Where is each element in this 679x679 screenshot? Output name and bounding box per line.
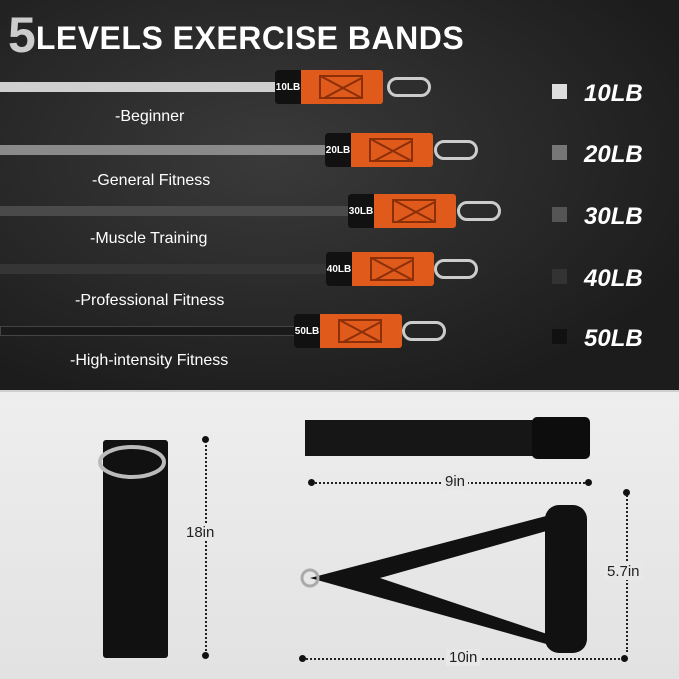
dimension-dot	[585, 479, 592, 486]
carabiner-icon	[434, 140, 478, 160]
legend-swatch	[552, 207, 567, 222]
stitch-box	[370, 257, 414, 281]
dimension-10in: 10in	[446, 649, 481, 666]
stitch-box	[369, 138, 413, 162]
foam-end	[532, 417, 590, 459]
stitch-box	[319, 75, 363, 99]
legend-label: 10LB	[584, 80, 643, 107]
tag-label: 20LB	[325, 133, 351, 167]
dimension-dot	[202, 652, 209, 659]
carabiner-icon	[387, 77, 431, 97]
legend-swatch	[552, 84, 567, 99]
band-20lb	[0, 145, 330, 155]
stitch-box	[338, 319, 382, 343]
band-tag: 50LB	[294, 314, 402, 348]
door-anchor-strap	[103, 440, 168, 658]
band-30lb	[0, 206, 352, 216]
stitch-box	[392, 199, 436, 223]
ankle-strap	[305, 420, 545, 456]
carabiner-icon	[434, 259, 478, 279]
dimension-dot	[623, 489, 630, 496]
handle-ring-icon	[300, 568, 320, 588]
band-tag: 20LB	[325, 133, 433, 167]
title: 5LEVELS EXERCISE BANDS	[8, 10, 464, 60]
band-40lb	[0, 264, 330, 274]
title-number: 5	[8, 7, 36, 63]
level-label: -High-intensity Fitness	[70, 352, 229, 369]
level-label: -Beginner	[115, 108, 185, 125]
dimension-dot	[308, 479, 315, 486]
tag-label: 30LB	[348, 194, 374, 228]
dimension-5-7in: 5.7in	[604, 563, 643, 580]
dimension-dot	[299, 655, 306, 662]
level-label: -General Fitness	[92, 172, 211, 189]
d-ring-icon	[98, 445, 166, 479]
legend-label: 20LB	[584, 141, 643, 168]
carabiner-icon	[457, 201, 501, 221]
legend-swatch	[552, 269, 567, 284]
band-tag: 40LB	[326, 252, 434, 286]
dimension-9in: 9in	[442, 473, 469, 490]
level-label: -Muscle Training	[90, 230, 208, 247]
handle-grip	[545, 505, 587, 653]
handle-strap	[310, 515, 550, 645]
tag-label: 40LB	[326, 252, 352, 286]
legend-swatch	[552, 145, 567, 160]
legend-label: 50LB	[584, 325, 643, 352]
dimension-line-18in	[205, 440, 207, 655]
tag-label: 10LB	[275, 70, 301, 104]
band-tag: 30LB	[348, 194, 456, 228]
dimension-dot	[621, 655, 628, 662]
legend-label: 30LB	[584, 203, 643, 230]
dimension-18in: 18in	[183, 524, 218, 541]
carabiner-icon	[402, 321, 446, 341]
level-label: -Professional Fitness	[75, 292, 225, 309]
title-text: LEVELS EXERCISE BANDS	[35, 20, 465, 56]
dimension-dot	[202, 436, 209, 443]
band-10lb	[0, 82, 280, 92]
tag-label: 50LB	[294, 314, 320, 348]
legend-swatch	[552, 329, 567, 344]
bands-panel: 5LEVELS EXERCISE BANDS 10LB -Beginner 20…	[0, 0, 679, 390]
legend-label: 40LB	[584, 265, 643, 292]
band-tag: 10LB	[275, 70, 383, 104]
